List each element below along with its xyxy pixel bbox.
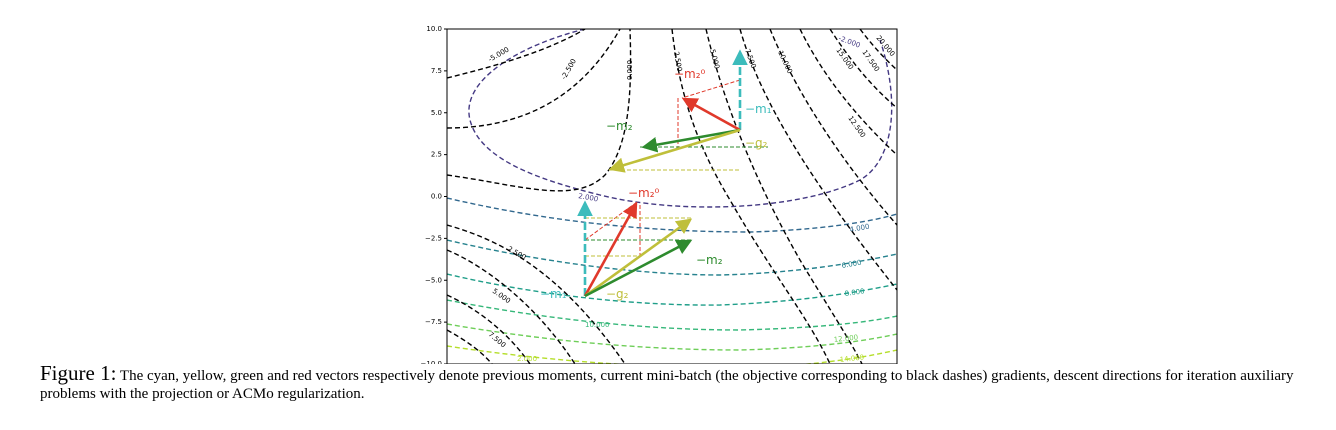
contour-label: 8.000 — [844, 287, 865, 298]
contour — [447, 29, 632, 192]
guide-line — [677, 79, 741, 147]
vector — [608, 128, 741, 173]
contour-label: 12.000 — [833, 333, 858, 344]
contour — [447, 197, 897, 233]
contour — [447, 239, 897, 276]
contour — [447, 273, 897, 306]
contour — [705, 29, 863, 364]
y-tick-label: −5.0 — [425, 276, 442, 284]
caption-text: The cyan, yellow, green and red vectors … — [40, 368, 1294, 402]
y-tick-label: 10.0 — [426, 25, 442, 33]
contour — [859, 29, 897, 71]
vector — [583, 201, 638, 297]
contour-label: 20.000 — [874, 34, 896, 58]
contours — [447, 29, 897, 364]
vector-label: −g₂ — [745, 136, 768, 150]
contour-label: 4.000 — [849, 223, 870, 234]
contour-label: 10.000 — [585, 321, 610, 329]
vectors — [577, 49, 748, 298]
contour-label: -2.500 — [560, 57, 578, 81]
contour — [447, 323, 897, 351]
contour-label: 2.000 — [578, 192, 599, 203]
vector — [584, 218, 693, 298]
contour — [769, 29, 897, 226]
y-tick-label: 7.5 — [431, 67, 442, 75]
contour — [447, 329, 493, 364]
vector — [641, 128, 741, 153]
figure: -5.000 -2.500 0.000 2.500 5.000 7.500 10… — [421, 25, 898, 364]
guides — [584, 79, 768, 257]
contour-label: 10.000 — [776, 49, 794, 75]
vector-label: −m₂ — [606, 119, 633, 133]
guide-line — [585, 217, 692, 257]
caption: Figure 1: The cyan, yellow, green and re… — [40, 361, 1310, 403]
guide-line — [584, 201, 641, 255]
vector-label: −m₂⁰ — [674, 67, 706, 81]
vector-label: −m₂ — [696, 253, 723, 267]
contour-label: 6.000 — [841, 259, 862, 270]
contour-label: 15.000 — [834, 47, 855, 72]
contour-label: 0.000 — [626, 60, 634, 80]
y-tick-label: −2.5 — [425, 234, 442, 242]
contour — [447, 29, 586, 79]
contour-label: 12.500 — [846, 115, 867, 140]
contour-label: 2.500 — [506, 245, 527, 262]
contour-label: 5.000 — [708, 48, 721, 69]
contour — [829, 29, 897, 109]
contour-label: 2.000 — [517, 355, 537, 363]
y-tick-label: 5.0 — [431, 109, 442, 117]
contour-labels: -5.000 -2.500 0.000 2.500 5.000 7.500 10… — [487, 34, 897, 364]
y-tick-label: 2.5 — [431, 151, 442, 159]
axes: −10.0−7.5−5.0−2.50.02.55.07.510.0−10.0−7… — [421, 25, 447, 364]
caption-label: Figure 1: — [40, 361, 117, 385]
vector — [681, 97, 741, 132]
contour-label: 17.500 — [860, 49, 881, 74]
vector-label: −m₂⁰ — [628, 186, 660, 200]
contour — [447, 249, 576, 364]
contour-label: 2.500 — [672, 51, 683, 72]
y-tick-label: −10.0 — [421, 360, 442, 364]
contour — [447, 29, 621, 129]
contour — [468, 29, 893, 208]
vector-label: −m₁ — [540, 287, 567, 301]
contour — [799, 29, 897, 156]
y-tick-label: −7.5 — [425, 318, 442, 326]
contour-label: 14.000 — [839, 353, 864, 364]
vector-label: −m₁ — [745, 102, 772, 116]
contour — [447, 294, 531, 364]
y-tick-label: 0.0 — [431, 193, 442, 201]
contour — [671, 29, 831, 364]
vector-labels: −m₂⁰ −m₁ −m₂ −g₂ −m₂⁰ −m₂ −m₁ −g₂ — [540, 67, 772, 301]
vector — [584, 239, 693, 298]
contour-label: 7.500 — [743, 48, 757, 70]
vector-label: −g₂ — [606, 287, 629, 301]
contour — [447, 299, 897, 331]
